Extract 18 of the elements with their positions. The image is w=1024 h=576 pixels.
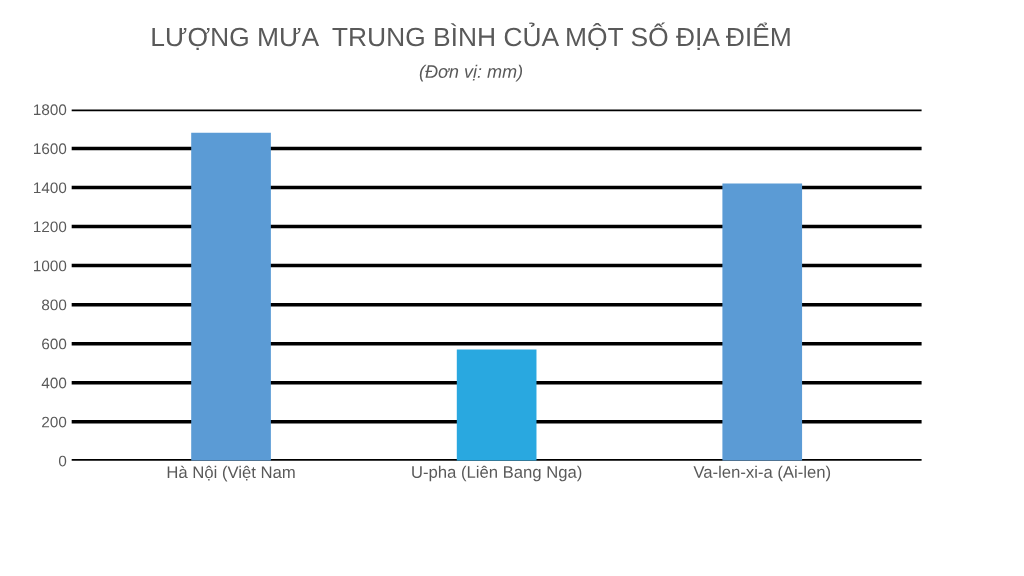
y-tick-label: 1800 — [34, 104, 67, 116]
y-tick-label: 1600 — [34, 143, 67, 155]
y-tick-label: 0 — [58, 455, 67, 467]
bar — [456, 349, 537, 461]
x-tick-label: Hà Nội (Việt Nam — [167, 465, 295, 482]
x-tick-label: Va-len-xi-a (Ai-len) — [693, 465, 831, 482]
chart-title: LƯỢNG MƯA TRUNG BÌNH CỦA MỘT SỐ ĐỊA ĐIỂM — [152, 22, 790, 51]
bar — [722, 183, 803, 461]
y-tick-label: 600 — [42, 338, 67, 350]
chart-subtitle: (Đơn vị: mm) — [419, 64, 523, 82]
y-tick-label: 800 — [41, 299, 67, 311]
bar — [191, 132, 271, 461]
x-tick-label: U-pha (Liên Bang Nga) — [412, 465, 582, 482]
y-tick-label: 400 — [41, 377, 67, 389]
y-tick-label: 200 — [42, 416, 67, 428]
y-tick-label: 1400 — [34, 182, 67, 194]
y-tick-label: 1000 — [34, 260, 67, 272]
y-tick-label: 1200 — [34, 221, 67, 233]
